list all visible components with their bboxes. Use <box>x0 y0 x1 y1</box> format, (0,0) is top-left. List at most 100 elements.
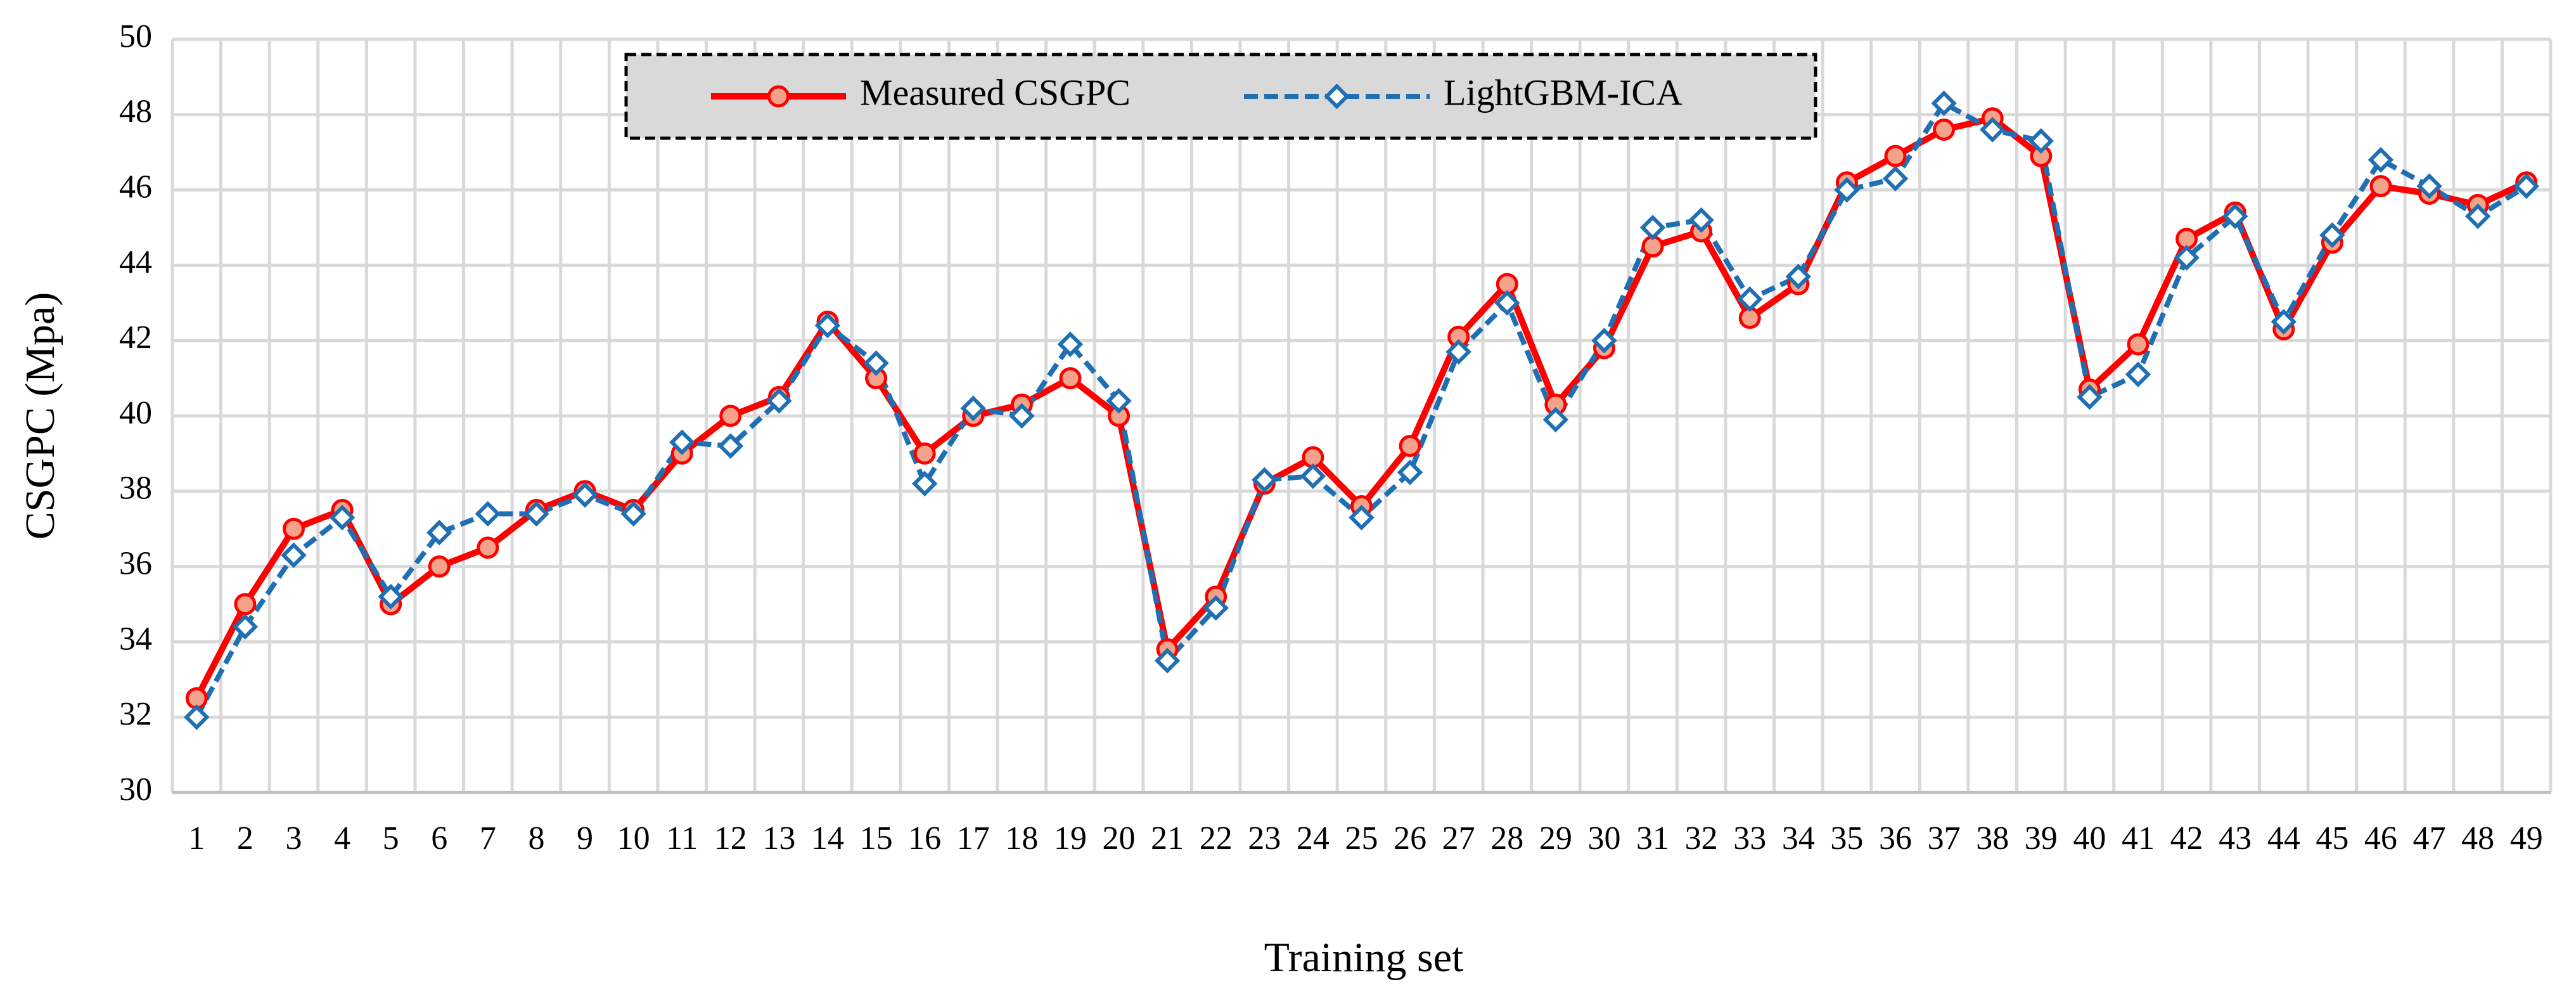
y-tick-label: 42 <box>119 320 152 356</box>
y-axis-title: CSGPC (Mpa) <box>17 292 63 540</box>
data-point <box>232 614 259 640</box>
data-point <box>669 429 695 455</box>
x-tick-label: 28 <box>1490 820 1523 856</box>
data-point <box>1639 214 1666 241</box>
series-line <box>193 115 2528 700</box>
x-tick-label: 18 <box>1005 820 1038 856</box>
x-tick-label: 45 <box>2316 820 2349 856</box>
x-tick-label: 13 <box>762 820 795 856</box>
x-tick-label: 9 <box>577 820 593 856</box>
data-point <box>475 501 501 527</box>
data-point <box>1494 290 1520 316</box>
data-point <box>620 501 646 527</box>
data-point <box>2464 203 2491 229</box>
x-tick-label: 6 <box>431 820 447 856</box>
x-tick-label: 1 <box>188 820 205 856</box>
x-tick-label: 12 <box>714 820 747 856</box>
y-tick-label: 48 <box>119 94 152 130</box>
x-tick-label: 21 <box>1151 820 1184 856</box>
data-point <box>2416 173 2442 199</box>
data-point <box>2028 128 2054 154</box>
data-point <box>1933 119 1956 141</box>
x-tick-label: 10 <box>617 820 650 856</box>
data-point <box>2127 333 2150 356</box>
series-line <box>194 100 2528 719</box>
data-point <box>717 433 744 459</box>
legend-marker <box>1324 83 1350 110</box>
x-tick-label: 31 <box>1636 820 1669 856</box>
data-point <box>234 593 257 616</box>
data-point <box>2174 245 2200 271</box>
x-tick-label: 20 <box>1103 820 1136 856</box>
y-tick-label: 50 <box>119 18 152 55</box>
data-point <box>1057 331 1084 358</box>
data-point <box>1834 177 1860 203</box>
data-point <box>329 505 356 531</box>
data-point <box>863 350 889 377</box>
data-point <box>1203 595 1229 621</box>
data-point <box>523 501 549 527</box>
data-point <box>1397 459 1423 486</box>
x-tick-label: 37 <box>1928 820 1961 856</box>
x-tick-label: 22 <box>1200 820 1233 856</box>
x-tick-label: 35 <box>1830 820 1863 856</box>
x-tick-label: 48 <box>2461 820 2494 856</box>
data-point <box>1349 505 1375 531</box>
x-tick-label: 19 <box>1054 820 1087 856</box>
y-tick-label: 34 <box>119 621 152 657</box>
data-point <box>1785 263 1812 290</box>
data-point <box>1884 145 1907 167</box>
x-tick-label: 23 <box>1248 820 1281 856</box>
data-point <box>1931 90 1957 117</box>
data-point <box>2368 146 2394 173</box>
x-tick-label: 4 <box>334 820 350 856</box>
x-tick-label: 41 <box>2122 820 2155 856</box>
x-tick-label: 26 <box>1394 820 1426 856</box>
data-point <box>282 517 305 540</box>
x-tick-label: 25 <box>1345 820 1378 856</box>
data-point <box>1979 117 2006 143</box>
data-point <box>1882 165 1909 192</box>
y-tick-label: 32 <box>119 696 152 732</box>
x-tick-label: 39 <box>2025 820 2058 856</box>
x-tick-label: 29 <box>1539 820 1572 856</box>
data-point <box>1300 463 1326 489</box>
x-tick-label: 17 <box>957 820 990 856</box>
x-tick-label: 34 <box>1782 820 1815 856</box>
x-tick-label: 5 <box>383 820 399 856</box>
x-tick-label: 11 <box>666 820 698 856</box>
x-tick-label: 44 <box>2267 820 2300 856</box>
data-point <box>960 395 987 422</box>
data-point <box>1399 435 1421 458</box>
data-point <box>184 704 210 730</box>
data-point <box>477 536 499 559</box>
y-tick-label: 44 <box>119 244 152 280</box>
data-point <box>426 519 452 546</box>
data-point <box>1736 286 1763 313</box>
x-tick-label: 47 <box>2413 820 2446 856</box>
data-point <box>719 404 742 427</box>
x-tick-label: 46 <box>2364 820 2397 856</box>
data-point <box>2369 175 2392 198</box>
data-point <box>378 583 404 610</box>
x-tick-label: 42 <box>2170 820 2203 856</box>
legend: Measured CSGPC LightGBM-ICA <box>624 53 1817 140</box>
data-point <box>1542 406 1569 433</box>
data-point <box>2222 203 2248 229</box>
x-tick-label: 7 <box>480 820 496 856</box>
data-point <box>1591 327 1617 354</box>
data-point <box>572 482 598 508</box>
data-point <box>2319 222 2345 249</box>
x-tick-label: 15 <box>860 820 893 856</box>
x-tick-label: 38 <box>1976 820 2009 856</box>
data-point <box>2125 361 2151 387</box>
data-point <box>814 313 841 339</box>
legend-label: LightGBM-ICA <box>1444 72 1682 113</box>
y-tick-label: 36 <box>119 546 152 582</box>
data-point <box>913 442 936 465</box>
x-tick-label: 43 <box>2219 820 2252 856</box>
x-tick-label: 49 <box>2510 820 2543 856</box>
x-axis-title: Training set <box>1264 934 1464 981</box>
data-point <box>1059 367 1082 390</box>
